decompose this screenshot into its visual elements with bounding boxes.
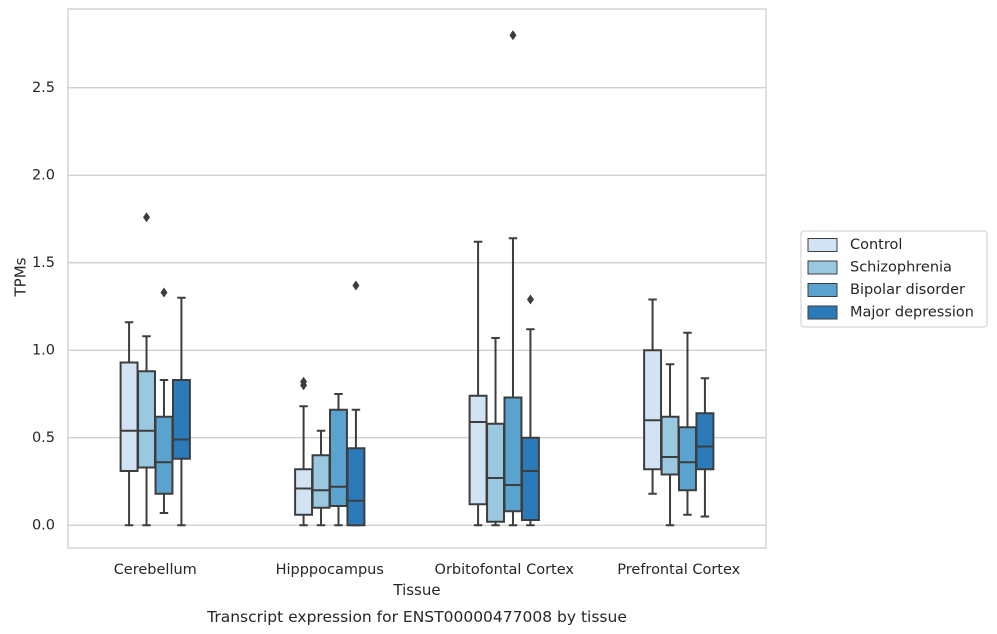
- y-tick-label: 2.5: [32, 80, 55, 96]
- y-tick-label: 0.5: [32, 430, 55, 446]
- outlier-point: [300, 376, 308, 387]
- box-series-group: [119, 30, 715, 527]
- outlier-point: [509, 30, 517, 41]
- box: [678, 331, 697, 516]
- box: [520, 294, 540, 527]
- outlier-point: [143, 212, 151, 223]
- outlier-point: [526, 294, 534, 305]
- legend-item: Schizophrenia: [807, 260, 952, 276]
- legend-label: Schizophrenia: [850, 260, 952, 276]
- box-body: [468, 394, 488, 506]
- x-tick-label: Prefrontal Cortex: [617, 562, 740, 578]
- box: [695, 377, 715, 518]
- box: [660, 363, 680, 527]
- box-body: [660, 415, 680, 476]
- box: [154, 287, 174, 514]
- y-tick-label: 2.0: [32, 167, 55, 183]
- series-major-depression: [171, 280, 715, 527]
- box: [171, 296, 191, 527]
- box-body: [678, 426, 697, 492]
- legend-swatch: [807, 305, 838, 320]
- box: [294, 376, 314, 527]
- box: [468, 240, 488, 527]
- box-body: [695, 412, 715, 471]
- box-body: [346, 447, 366, 527]
- legend-label: Major depression: [850, 305, 974, 321]
- legend-label: Bipolar disorder: [850, 282, 965, 298]
- x-tick-label: Cerebellum: [114, 562, 197, 578]
- chart-caption: Transcript expression for ENST0000047700…: [206, 608, 627, 626]
- box: [311, 429, 331, 527]
- legend-swatch: [807, 283, 838, 297]
- box: [503, 30, 523, 527]
- box-body: [520, 436, 540, 521]
- legend-item: Bipolar disorder: [807, 282, 965, 298]
- box: [119, 321, 139, 527]
- box-body: [486, 422, 505, 523]
- legend-swatch: [807, 238, 838, 252]
- legend-item: Major depression: [807, 305, 974, 321]
- legend: Control Schizophrenia Bipolar disorder Majo…: [800, 230, 988, 328]
- legend-frame: [800, 230, 988, 328]
- box: [346, 280, 366, 527]
- plot-frame: [67, 8, 767, 549]
- box-body: [329, 408, 348, 507]
- box-body: [311, 454, 331, 509]
- series-schizophrenia: [137, 212, 680, 527]
- legend-swatch: [807, 260, 838, 275]
- y-tick-label: 0.0: [32, 517, 55, 533]
- x-axis-label: Tissue: [392, 581, 440, 599]
- x-tick-label: Orbitofontal Cortex: [435, 562, 575, 578]
- box-body: [137, 370, 156, 469]
- y-axis-label: TPMs: [12, 257, 30, 297]
- y-tick-label: 1.0: [32, 342, 55, 358]
- box-body: [503, 396, 523, 513]
- box-body: [643, 349, 663, 471]
- series-control: [119, 240, 663, 527]
- series-bipolar-disorder: [154, 30, 697, 527]
- box-body: [154, 415, 174, 495]
- box-body: [119, 361, 139, 472]
- outlier-point: [352, 280, 360, 291]
- y-tick-label: 1.5: [32, 255, 55, 271]
- box: [486, 337, 505, 527]
- legend-label: Control: [850, 237, 902, 253]
- box-body: [171, 379, 191, 460]
- outlier-point: [160, 287, 168, 298]
- box: [137, 212, 156, 527]
- box: [329, 393, 348, 527]
- box-body: [294, 468, 314, 516]
- legend-item: Control: [807, 237, 902, 253]
- x-tick-label: Hipppocampus: [276, 562, 384, 578]
- box: [643, 298, 663, 495]
- axis-ticks: 0.0 0.5 1.0 1.5 2.0 2.5 Cerebellum Hipppocampus…: [32, 80, 741, 578]
